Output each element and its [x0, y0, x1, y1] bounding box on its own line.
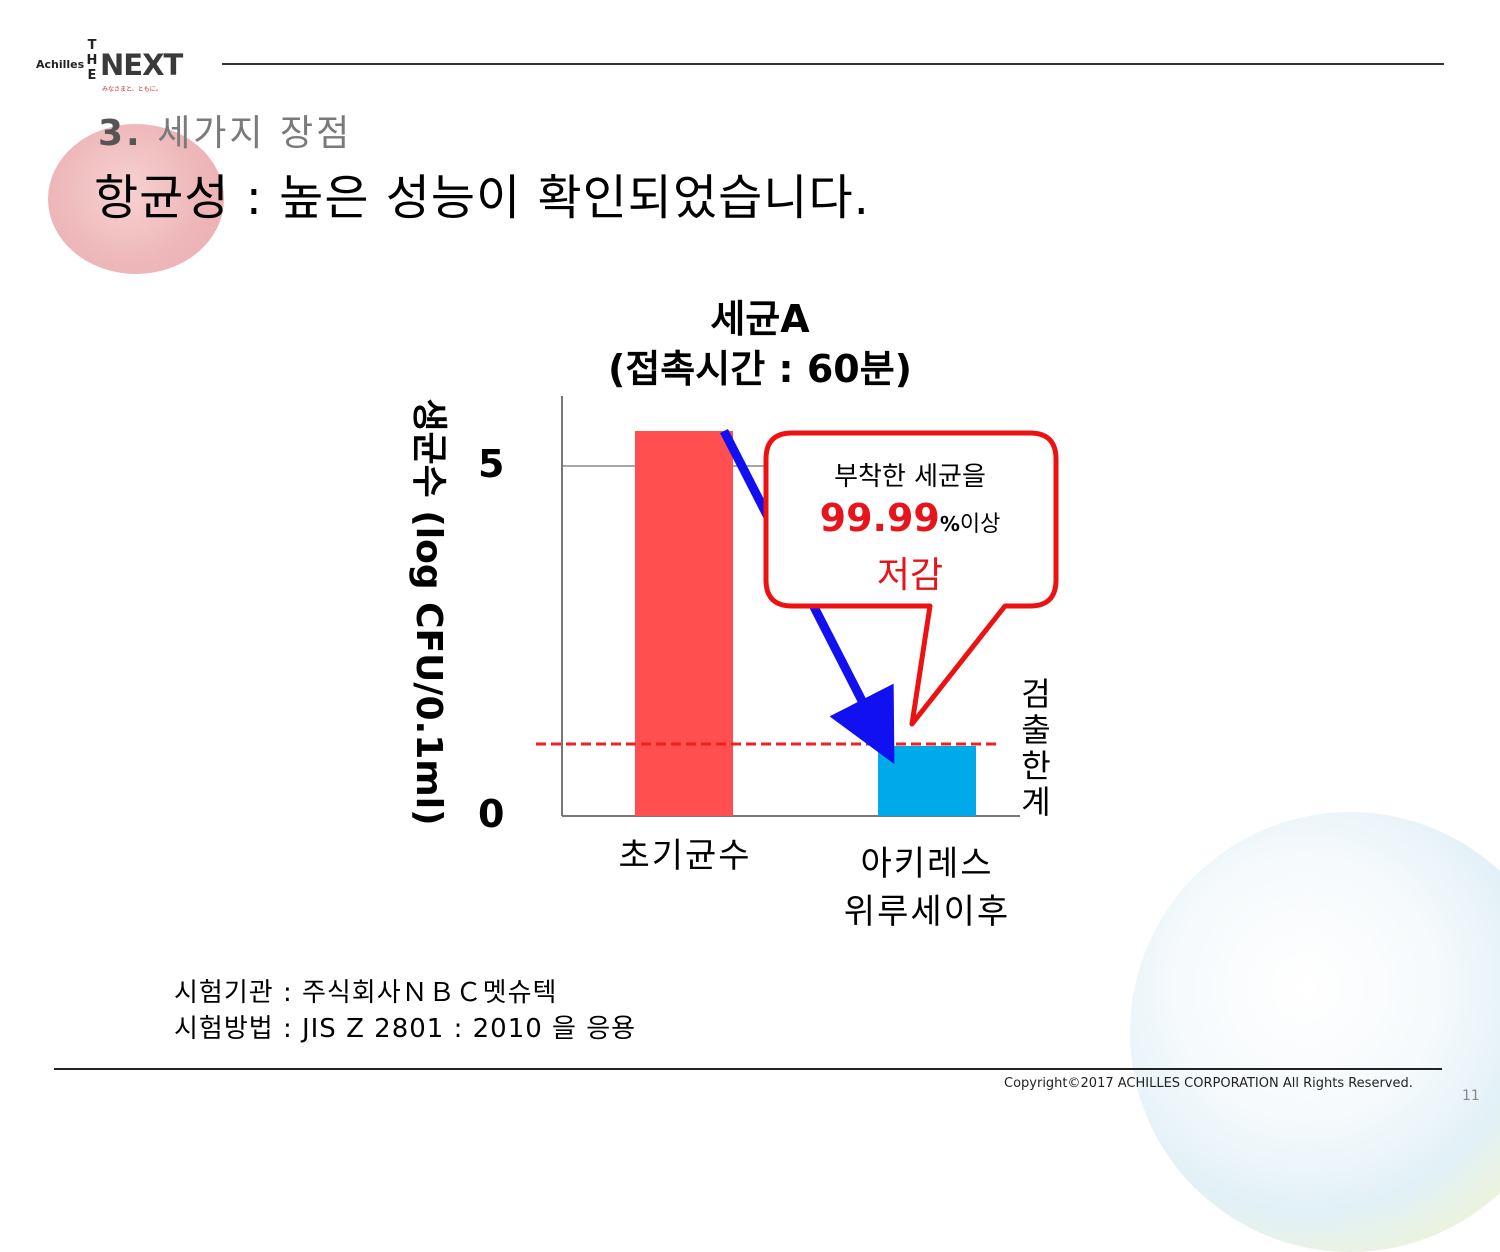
page-title: 항균성 : 높은 성능이 확인되었습니다. [94, 170, 870, 226]
bar [878, 746, 976, 816]
detection-limit-char: 출 [1021, 711, 1051, 749]
section-title: 세가지 장점 [157, 113, 353, 154]
chart-title-line2: (접촉시간 : 60분) [607, 347, 913, 391]
page-number: 11 [1462, 1088, 1480, 1104]
logo-the-letter: T [87, 38, 97, 53]
chart-title-line1: 세균A [710, 297, 810, 341]
y-tick-label: 5 [478, 442, 505, 486]
header-divider [222, 63, 1444, 65]
section-heading: 3. 세가지 장점 [98, 104, 352, 156]
detection-limit-char: 검 [1021, 675, 1051, 713]
bar-chart [536, 396, 1059, 817]
copyright-text: Copyright©2017 ACHILLES CORPORATION All … [1004, 1076, 1413, 1091]
annotation-line3: 저감 [876, 555, 944, 596]
x-category-label-line: 아키레스 [860, 844, 994, 884]
x-category-label-line: 초기균수 [618, 836, 752, 876]
decorative-pink-circle [48, 124, 224, 274]
footnote-test-method: 시험방법 : JIS Z 2801 : 2010 을 응용 [174, 1014, 637, 1044]
annotation-value-line: 99.99%이상 [786, 496, 1034, 540]
footnote-test-institution: 시험기관 : 주식회사ＮＢＣ멧슈텍 [174, 978, 558, 1008]
x-category-label: 초기균수 [580, 832, 790, 880]
footer-divider [54, 1068, 1442, 1070]
logo-brand: Achilles [36, 58, 85, 71]
annotation-line1: 부착한 세균을 [834, 462, 986, 492]
y-tick-label: 0 [478, 792, 505, 836]
logo-next: NEXT [100, 48, 183, 82]
detection-limit-char: 계 [1021, 783, 1051, 821]
logo-the-letter: H [86, 53, 98, 68]
logo-the-letter: E [87, 68, 97, 83]
annotation-value: 99.99 [819, 496, 940, 540]
annotation-unit: % [939, 512, 960, 536]
logo-tagline: みなさまと、ともに。 [102, 86, 162, 93]
x-category-label-line: 위루세이후 [843, 892, 1011, 932]
bar [635, 431, 733, 816]
detection-limit-char: 한 [1021, 747, 1051, 785]
detection-limit-label: 검 출 한 계 [1016, 676, 1056, 820]
annotation-suffix: 이상 [959, 512, 1001, 537]
section-number: 3. [98, 113, 143, 154]
annotation-callout [763, 430, 1059, 727]
